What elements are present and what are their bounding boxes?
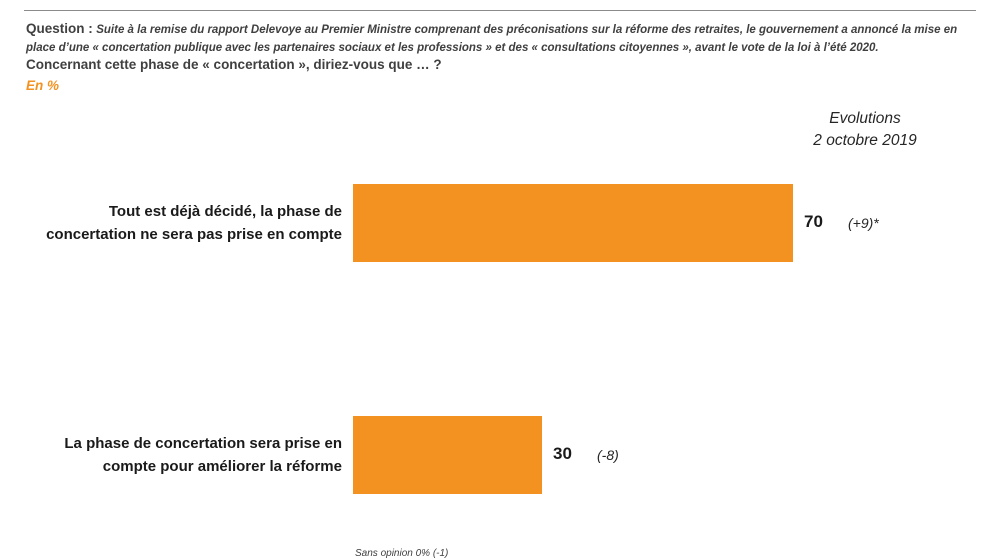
- subquestion: Concernant cette phase de « concertation…: [26, 57, 442, 72]
- top-rule: [24, 10, 976, 11]
- value-label: 30: [553, 444, 572, 463]
- category-label: La phase de concertation sera prise en c…: [64, 435, 342, 475]
- evolution-label: (-8): [597, 447, 619, 463]
- unit-label: En %: [26, 78, 60, 93]
- bar: [353, 184, 793, 262]
- evolutions-title: Evolutions: [829, 110, 901, 127]
- evolutions-date: 2 octobre 2019: [813, 132, 917, 149]
- evolutions-header: Evolutions 2 octobre 2019: [790, 108, 940, 152]
- evolution-label: (+9)*: [848, 215, 879, 231]
- question-text: Suite à la remise du rapport Delevoye au…: [26, 24, 958, 54]
- value-label: 70: [804, 212, 823, 231]
- question-block: Question : Suite à la remise du rapport …: [26, 20, 971, 57]
- footnote: Sans opinion 0% (-1): [355, 548, 449, 559]
- bar: [353, 416, 542, 494]
- category-label: Tout est déjà décidé, la phase de concer…: [46, 203, 342, 243]
- question-label: Question :: [26, 21, 93, 36]
